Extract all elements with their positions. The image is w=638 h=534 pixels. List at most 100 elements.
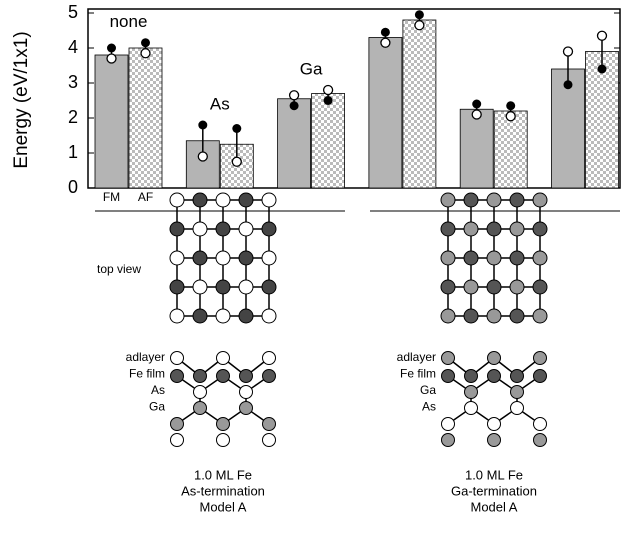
atom (240, 402, 253, 415)
atom (239, 222, 253, 236)
atom (239, 309, 253, 323)
atom (263, 434, 276, 447)
atom (442, 352, 455, 365)
atom (239, 193, 253, 207)
y-tick-label: 4 (68, 37, 78, 57)
filled-marker (381, 28, 390, 37)
open-marker (232, 157, 241, 166)
figure: Energy (eV/1x1) 012345FMAFnoneAsGatop vi… (0, 0, 638, 529)
atom (171, 352, 184, 365)
atom (170, 193, 184, 207)
plot-frame (88, 9, 620, 188)
atom (488, 352, 501, 365)
atom (441, 280, 455, 294)
atom (510, 309, 524, 323)
open-marker (415, 21, 424, 30)
atom (170, 280, 184, 294)
y-tick-label: 5 (68, 2, 78, 22)
atom (193, 309, 207, 323)
series-label: FM (103, 190, 120, 204)
atom (441, 193, 455, 207)
atom (441, 222, 455, 236)
atom (262, 309, 276, 323)
filled-marker (141, 38, 150, 47)
open-marker (107, 54, 116, 63)
y-tick-label: 0 (68, 177, 78, 197)
atom (216, 251, 230, 265)
atom (488, 434, 501, 447)
atom (487, 309, 501, 323)
atom (262, 193, 276, 207)
atom (441, 309, 455, 323)
layer-label: As (422, 400, 436, 414)
atom (533, 222, 547, 236)
atom (441, 251, 455, 265)
bar (312, 94, 345, 189)
layer-label: Fe film (400, 367, 436, 381)
atom (465, 386, 478, 399)
filled-marker (506, 101, 515, 110)
atom (464, 309, 478, 323)
layer-label: Fe film (129, 367, 165, 381)
atom (510, 193, 524, 207)
atom (464, 251, 478, 265)
layer-label: Ga (420, 383, 436, 397)
open-marker (472, 110, 481, 119)
atom (239, 280, 253, 294)
category-label: Ga (300, 59, 323, 78)
atom (487, 251, 501, 265)
filled-marker (198, 121, 207, 130)
atom (262, 222, 276, 236)
atom (465, 402, 478, 415)
layer-label: adlayer (126, 350, 165, 364)
atom (487, 193, 501, 207)
atom (488, 370, 501, 383)
atom (194, 402, 207, 415)
filled-marker (324, 96, 333, 105)
atom (171, 434, 184, 447)
atom (510, 222, 524, 236)
atom (240, 386, 253, 399)
atom (464, 280, 478, 294)
atom (511, 386, 524, 399)
atom (533, 193, 547, 207)
open-marker (598, 31, 607, 40)
atom (170, 251, 184, 265)
atom (533, 280, 547, 294)
atom (534, 370, 547, 383)
filled-marker (598, 65, 607, 74)
atom (193, 222, 207, 236)
atom (488, 418, 501, 431)
atom (171, 418, 184, 431)
atom (464, 193, 478, 207)
atom (511, 402, 524, 415)
top-view-label: top view (97, 262, 141, 276)
atom (263, 418, 276, 431)
atom (216, 222, 230, 236)
atom (263, 352, 276, 365)
atom (534, 352, 547, 365)
atom (263, 370, 276, 383)
filled-marker (290, 101, 299, 110)
open-marker (506, 112, 515, 121)
open-marker (198, 152, 207, 161)
series-label: AF (138, 190, 153, 204)
layer-label: As (151, 383, 165, 397)
y-tick-label: 2 (68, 107, 78, 127)
atom (193, 251, 207, 265)
open-marker (141, 49, 150, 58)
atom (442, 418, 455, 431)
bar (460, 109, 493, 188)
atom (171, 370, 184, 383)
bar (403, 20, 436, 188)
atom (239, 251, 253, 265)
bar (278, 99, 311, 188)
atom (487, 222, 501, 236)
y-tick-label: 3 (68, 72, 78, 92)
layer-label: adlayer (397, 350, 436, 364)
caption: Ga-termination (451, 483, 537, 498)
atom (217, 352, 230, 365)
open-marker (381, 38, 390, 47)
atom (533, 251, 547, 265)
open-marker (324, 86, 333, 95)
